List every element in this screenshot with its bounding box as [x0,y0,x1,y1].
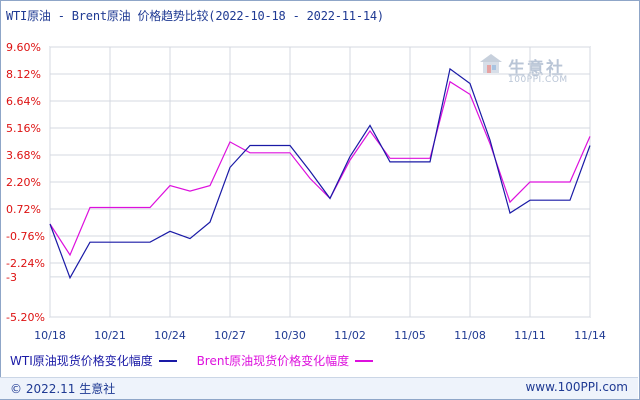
chart-title: WTI原油 - Brent原油 价格趋势比较(2022-10-18 - 2022… [6,9,384,23]
x-tick-label: 11/11 [514,329,546,342]
y-tick-label: -2.24% [6,257,45,270]
footer-copyright: © 2022.11 生意社 [10,382,116,396]
legend-swatch-wti [158,359,177,362]
legend-swatch-brent [355,359,374,362]
footer-bar: © 2022.11 生意社 www.100PPI.com [0,377,638,399]
y-tick-label: 5.16% [6,122,41,135]
y-tick-label: 8.12% [6,68,41,81]
x-tick-label: 10/27 [214,329,246,342]
y-tick-label: -3 [6,271,17,284]
watermark-logo-icon [480,54,502,73]
x-tick-label: 11/05 [394,329,426,342]
y-tick-label: 0.72% [6,203,41,216]
legend-item-wti: WTI原油现货价格变化幅度 [10,352,177,369]
watermark-site: 100PPI.COM [508,75,568,85]
series-line-brent [49,80,591,257]
x-tick-label: 11/08 [454,329,486,342]
x-tick-label: 10/24 [154,329,186,342]
footer-site-link[interactable]: www.100PPI.com [525,380,628,394]
x-tick-label: 10/30 [274,329,306,342]
chart-legend: WTI原油现货价格变化幅度 Brent原油现货价格变化幅度 [10,352,389,369]
legend-label-brent: Brent原油现货价格变化幅度 [196,354,350,368]
y-tick-label: 9.60% [6,41,41,54]
series-line-wti [49,67,591,280]
y-tick-label: 6.64% [6,95,41,108]
x-tick-label: 11/14 [574,329,606,342]
y-tick-label: -5.20% [6,311,45,324]
y-tick-label: 2.20% [6,176,41,189]
legend-item-brent: Brent原油现货价格变化幅度 [197,352,374,369]
y-tick-label: 3.68% [6,149,41,162]
y-tick-label: -0.76% [6,230,45,243]
x-tick-label: 11/02 [334,329,366,342]
legend-label-wti: WTI原油现货价格变化幅度 [10,354,153,368]
x-tick-label: 10/21 [94,329,126,342]
x-tick-label: 10/18 [34,329,66,342]
